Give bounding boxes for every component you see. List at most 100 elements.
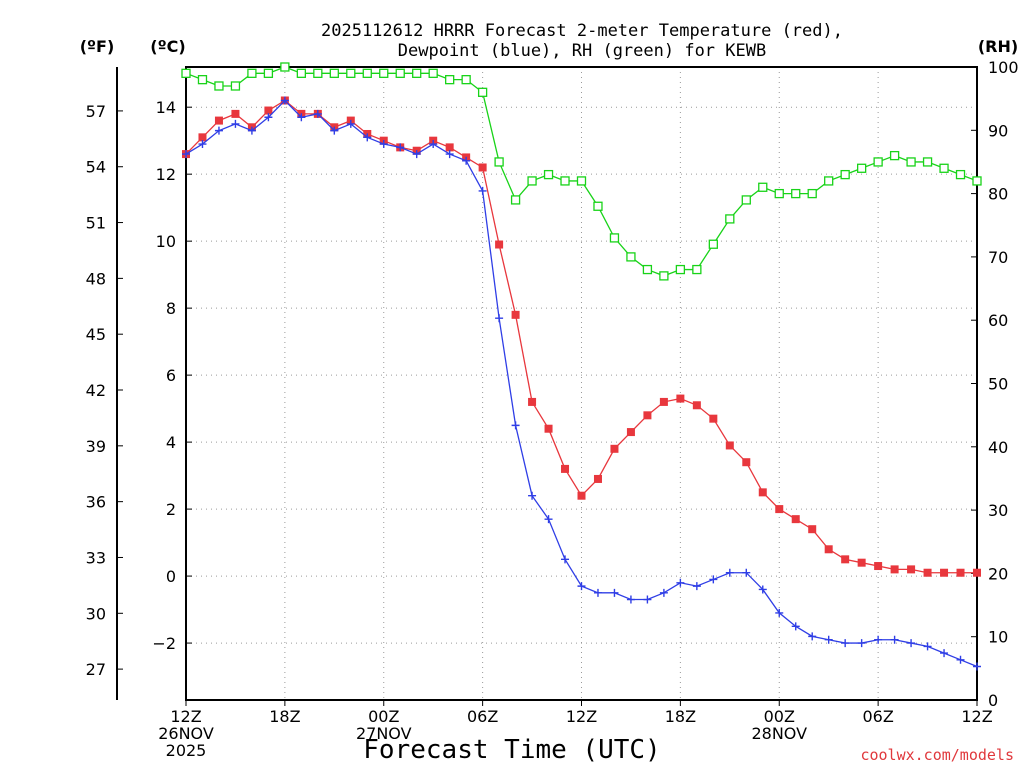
temperature-point	[907, 565, 916, 574]
dewpoint-point	[363, 133, 372, 142]
temperature-point	[561, 464, 570, 473]
fahrenheit-tick-label: 42	[86, 381, 106, 400]
rh-point	[412, 68, 422, 78]
temperature-point	[874, 562, 883, 571]
dewpoint-point	[214, 126, 223, 135]
fahrenheit-tick-label: 39	[86, 437, 106, 456]
temperature-point	[923, 568, 932, 577]
dewpoint-point	[676, 578, 685, 587]
fahrenheit-tick-label: 30	[86, 604, 106, 623]
celsius-tick-label: 2	[166, 500, 176, 519]
title: 2025112612 HRRR Forecast 2-meter Tempera…	[321, 21, 843, 61]
temperature-point	[593, 474, 602, 483]
temperature-point	[973, 568, 981, 577]
celsius-tick-label: −2	[152, 634, 176, 653]
rh-point	[807, 188, 817, 199]
dewpoint-point	[396, 143, 405, 152]
x-tick-label: 06Z	[467, 707, 498, 726]
x-tick-label: 18Z	[665, 707, 696, 726]
temperature-point	[445, 143, 454, 152]
rh-tick-label: 20	[988, 564, 1008, 583]
celsius-tick-label: 4	[166, 433, 176, 452]
dewpoint-point	[330, 126, 339, 135]
x-axis-title: Forecast Time (UTC)	[363, 735, 660, 765]
temperature-point	[528, 397, 537, 406]
dewpoint-point	[659, 588, 668, 597]
rh-point	[477, 87, 488, 97]
rh-point	[593, 201, 603, 211]
dewpoint-point	[445, 150, 454, 159]
fahrenheit-tick-label: 27	[86, 660, 106, 679]
rh-point	[263, 68, 274, 78]
dewpoint-point	[973, 662, 981, 671]
temperature-point	[791, 515, 800, 524]
rh-point	[214, 81, 224, 91]
temperature-point	[478, 163, 487, 172]
x-tick-label: 00Z	[368, 707, 399, 726]
dewpoint-point	[593, 588, 602, 597]
rh-point	[922, 157, 933, 167]
celsius-tick-label: 8	[166, 299, 176, 318]
dewpoint-point	[742, 568, 751, 577]
dewpoint-point	[231, 119, 240, 128]
celsius-tick-label: 12	[156, 165, 176, 184]
dewpoint-point	[280, 96, 289, 105]
dewpoint-point	[346, 119, 355, 128]
dewpoint-point	[841, 639, 850, 648]
dewpoint-point	[429, 140, 438, 149]
temperature-point	[198, 133, 207, 142]
rh-point	[527, 176, 537, 186]
rh-point	[824, 176, 834, 186]
x-tick-label: 2025	[166, 741, 207, 760]
rh-point	[560, 176, 570, 186]
rh-tick-label: 30	[988, 501, 1008, 520]
dewpoint-point	[610, 588, 619, 597]
dewpoint-point	[412, 150, 421, 159]
rh-tick-label: 80	[988, 185, 1008, 204]
rh-point	[659, 271, 669, 281]
rh-point	[939, 163, 949, 173]
dewpoint-point	[297, 113, 306, 122]
temperature-point	[775, 505, 784, 514]
rh-point	[708, 239, 718, 249]
x-tick-label: 27NOV	[356, 724, 412, 743]
fahrenheit-tick-label: 36	[86, 493, 106, 512]
dewpoint-point	[528, 491, 537, 500]
dewpoint-point	[857, 639, 866, 648]
rh-tick-label: 100	[988, 58, 1019, 77]
x-tick-label: 00Z	[764, 707, 795, 726]
rh-point	[247, 68, 257, 78]
x-tick-label: 06Z	[862, 707, 893, 726]
rh-point	[955, 169, 966, 180]
dewpoint-point	[495, 314, 504, 323]
dewpoint-point	[808, 632, 817, 641]
rh-point	[889, 150, 900, 161]
dewpoint-point	[692, 582, 701, 591]
temperature-point	[758, 488, 767, 497]
dewpoint-point	[182, 150, 190, 159]
rh-point	[543, 169, 554, 180]
celsius-tick-label: 0	[166, 567, 176, 586]
dewpoint-point	[247, 126, 256, 135]
dewpoint-point	[544, 515, 553, 524]
rh-point	[362, 68, 372, 78]
x-tick-label: 12Z	[961, 707, 992, 726]
temperature-point	[626, 428, 635, 437]
rh-series	[181, 62, 982, 281]
dewpoint-point	[725, 568, 734, 577]
rh-point	[181, 68, 191, 78]
credit-text: coolwx.com/models	[860, 746, 1014, 764]
temperature-point	[643, 411, 652, 420]
x-tick-label: 28NOV	[751, 724, 807, 743]
rh-point	[758, 182, 768, 192]
temperature-point	[709, 414, 718, 423]
rh-tick-label: 0	[988, 691, 998, 710]
dewpoint-point	[313, 109, 322, 118]
rh-tick-label: 50	[988, 375, 1008, 394]
rh-point	[774, 188, 784, 199]
rh-point	[395, 68, 405, 78]
dewpoint-series	[182, 96, 981, 671]
rh-tick-label: 90	[988, 121, 1008, 140]
